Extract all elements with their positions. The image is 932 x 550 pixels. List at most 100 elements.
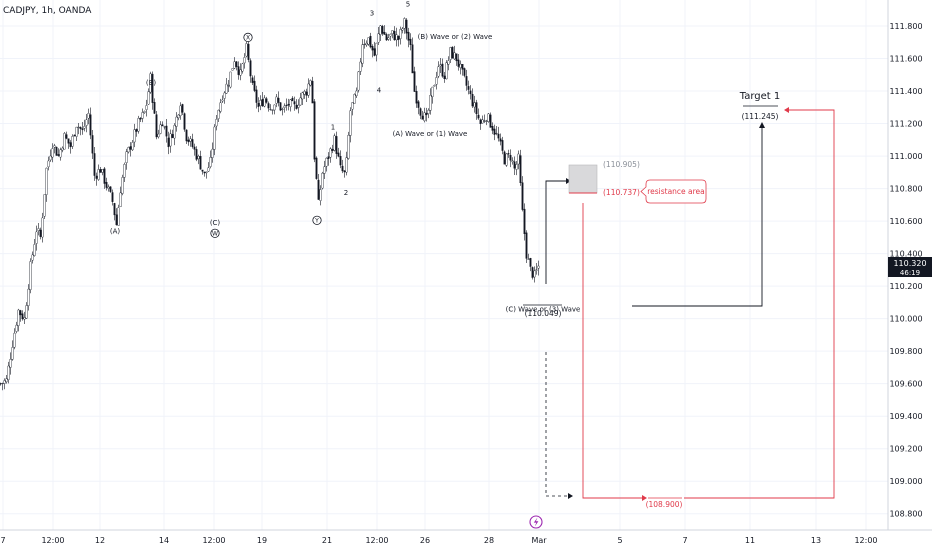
candle — [417, 99, 420, 115]
candle — [291, 96, 294, 102]
candle — [215, 114, 218, 131]
candle — [443, 71, 446, 83]
candle — [89, 107, 92, 140]
candle — [133, 123, 136, 148]
candle — [79, 126, 82, 136]
candle — [173, 123, 176, 146]
candle — [415, 85, 418, 108]
candle — [201, 169, 204, 175]
candle — [315, 156, 318, 180]
candle — [361, 39, 364, 68]
candle — [501, 136, 504, 155]
candle — [249, 58, 252, 83]
price-axis[interactable]: 111.800 111.600 111.400 111.200 111.000 110.8… — [889, 22, 922, 519]
candle — [231, 68, 234, 71]
candle — [183, 112, 186, 132]
svg-text:2: 2 — [344, 189, 348, 197]
candle — [61, 146, 64, 153]
wave-label-circled: Y — [312, 215, 322, 225]
candle — [105, 177, 108, 191]
candle — [447, 56, 450, 71]
candle — [507, 149, 510, 158]
candle — [531, 266, 534, 280]
candle — [251, 75, 254, 85]
candle — [119, 186, 122, 208]
wave-label: (C) Wave or (3) Wave — [506, 305, 581, 313]
candle — [445, 60, 448, 80]
candle — [467, 80, 470, 95]
candle — [331, 144, 334, 154]
candle — [253, 75, 256, 93]
candle — [511, 157, 514, 165]
candle — [217, 109, 220, 123]
svg-text:(A): (A) — [110, 227, 121, 235]
candle — [433, 84, 436, 87]
price-tick-label: 110.200 — [889, 282, 922, 291]
candle — [55, 146, 58, 156]
price-tick-label: 110.800 — [889, 185, 922, 194]
candle — [359, 58, 362, 76]
candle — [115, 208, 118, 226]
candle — [269, 104, 272, 111]
candle — [489, 112, 492, 128]
candle — [493, 124, 496, 141]
price-tick-label: 108.800 — [889, 510, 922, 519]
candle — [19, 309, 22, 322]
candle — [469, 85, 472, 100]
candle — [483, 114, 486, 123]
candle — [121, 174, 124, 196]
candle — [139, 117, 142, 123]
candle — [93, 146, 96, 181]
dashed-projection-arrow — [568, 493, 573, 499]
candle — [41, 212, 44, 243]
candle — [137, 115, 140, 134]
candle — [83, 119, 86, 132]
current-price-countdown: 46:19 — [900, 269, 920, 277]
candle — [535, 262, 538, 275]
wave-label: 4 — [377, 87, 382, 95]
candle — [149, 71, 152, 94]
candle — [103, 167, 106, 189]
candle — [495, 126, 498, 136]
candle — [363, 39, 366, 49]
target-path-arrow — [759, 122, 765, 128]
candle — [521, 176, 524, 212]
candle — [237, 61, 240, 80]
candle — [435, 71, 438, 90]
candle — [107, 184, 110, 192]
price-tick-label: 111.800 — [889, 22, 922, 31]
time-axis[interactable]: 7 12:00 12 14 12:00 19 21 12:00 26 28 Mar 5 7 11 13 12:… — [0, 536, 877, 545]
svg-text:(A) Wave or (1) Wave: (A) Wave or (1) Wave — [393, 130, 468, 138]
resistance-callout-box — [640, 179, 707, 204]
candle — [311, 76, 314, 104]
candle — [473, 95, 476, 113]
candle — [377, 27, 380, 45]
candle — [81, 122, 84, 135]
candlestick-series — [0, 17, 540, 391]
wave-labels: (A) (B) (C) W X Y 1 2 3 4 5 (B) Wave or (2) Wave (A)… — [110, 1, 581, 314]
price-tick-label: 111.400 — [889, 87, 922, 96]
candle — [457, 53, 460, 71]
candle — [351, 102, 354, 116]
time-tick-label: 11 — [745, 536, 755, 545]
candle — [355, 87, 358, 98]
candle — [399, 26, 402, 45]
candle — [453, 45, 456, 61]
candle — [383, 25, 386, 35]
candle — [389, 33, 392, 41]
svg-text:3: 3 — [370, 10, 374, 18]
candle — [213, 124, 216, 156]
candle — [11, 340, 14, 361]
candle — [13, 328, 16, 350]
target-value: (111.245) — [742, 112, 779, 121]
candle — [59, 147, 62, 161]
lightning-icon[interactable] — [529, 515, 543, 529]
candle — [367, 37, 370, 46]
candle — [295, 99, 298, 110]
time-tick-label: 12:00 — [41, 536, 64, 545]
candle — [407, 27, 410, 48]
candle — [235, 61, 238, 71]
candle — [353, 93, 356, 104]
svg-text:(C): (C) — [210, 219, 221, 227]
